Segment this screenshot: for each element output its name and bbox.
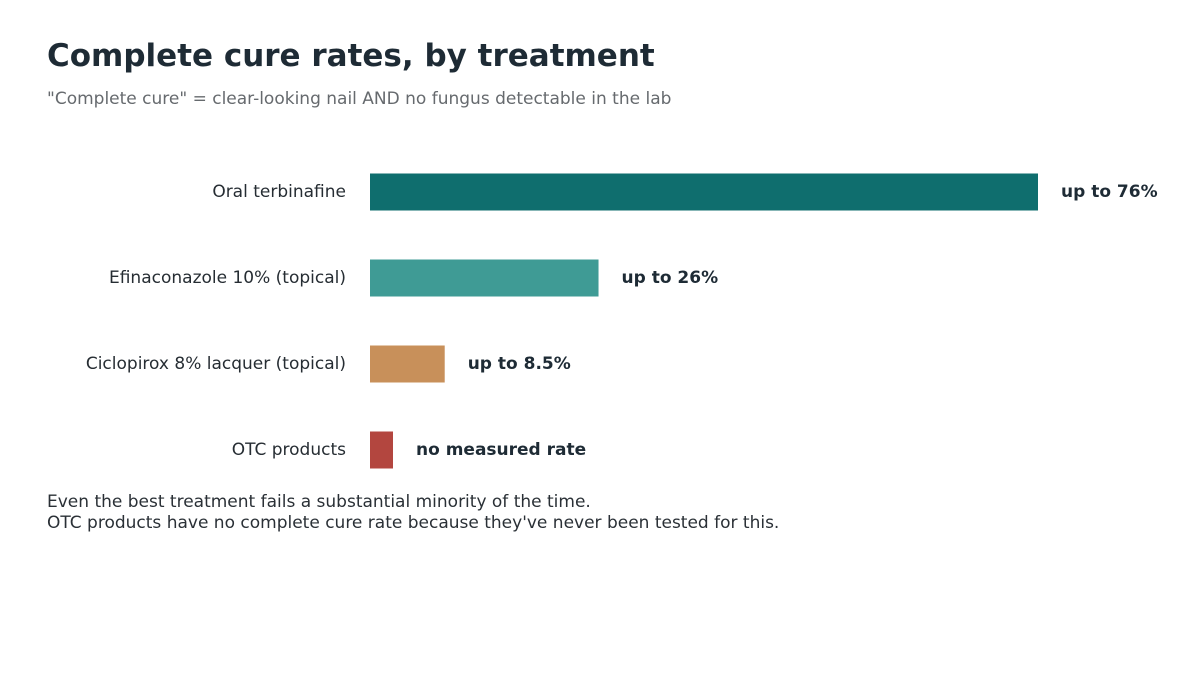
bar-1 xyxy=(370,173,1038,211)
chart-title: Complete cure rates, by treatment xyxy=(47,38,655,74)
value-label: no measured rate xyxy=(416,440,586,460)
category-label: OTC products xyxy=(232,440,346,460)
footnote-line-2: OTC products have no complete cure rate … xyxy=(47,513,780,533)
footnote-line-1: Even the best treatment fails a substant… xyxy=(47,492,591,512)
value-label: up to 76% xyxy=(1061,182,1158,202)
footnotes: Even the best treatment fails a substant… xyxy=(47,492,779,534)
value-label: up to 8.5% xyxy=(468,354,571,374)
category-label: Oral terbinafine xyxy=(212,182,346,202)
value-label: up to 26% xyxy=(622,268,719,288)
bar-4 xyxy=(370,431,393,469)
bar-2 xyxy=(370,259,599,297)
category-label: Efinaconazole 10% (topical) xyxy=(109,268,346,288)
bar-chart: Oral terbinafine up to 76% Efinaconazole 1… xyxy=(86,173,1158,469)
chart-subtitle: "Complete cure" = clear-looking nail AND… xyxy=(47,89,672,109)
bar-3 xyxy=(370,345,445,383)
category-label: Ciclopirox 8% lacquer (topical) xyxy=(86,354,346,374)
